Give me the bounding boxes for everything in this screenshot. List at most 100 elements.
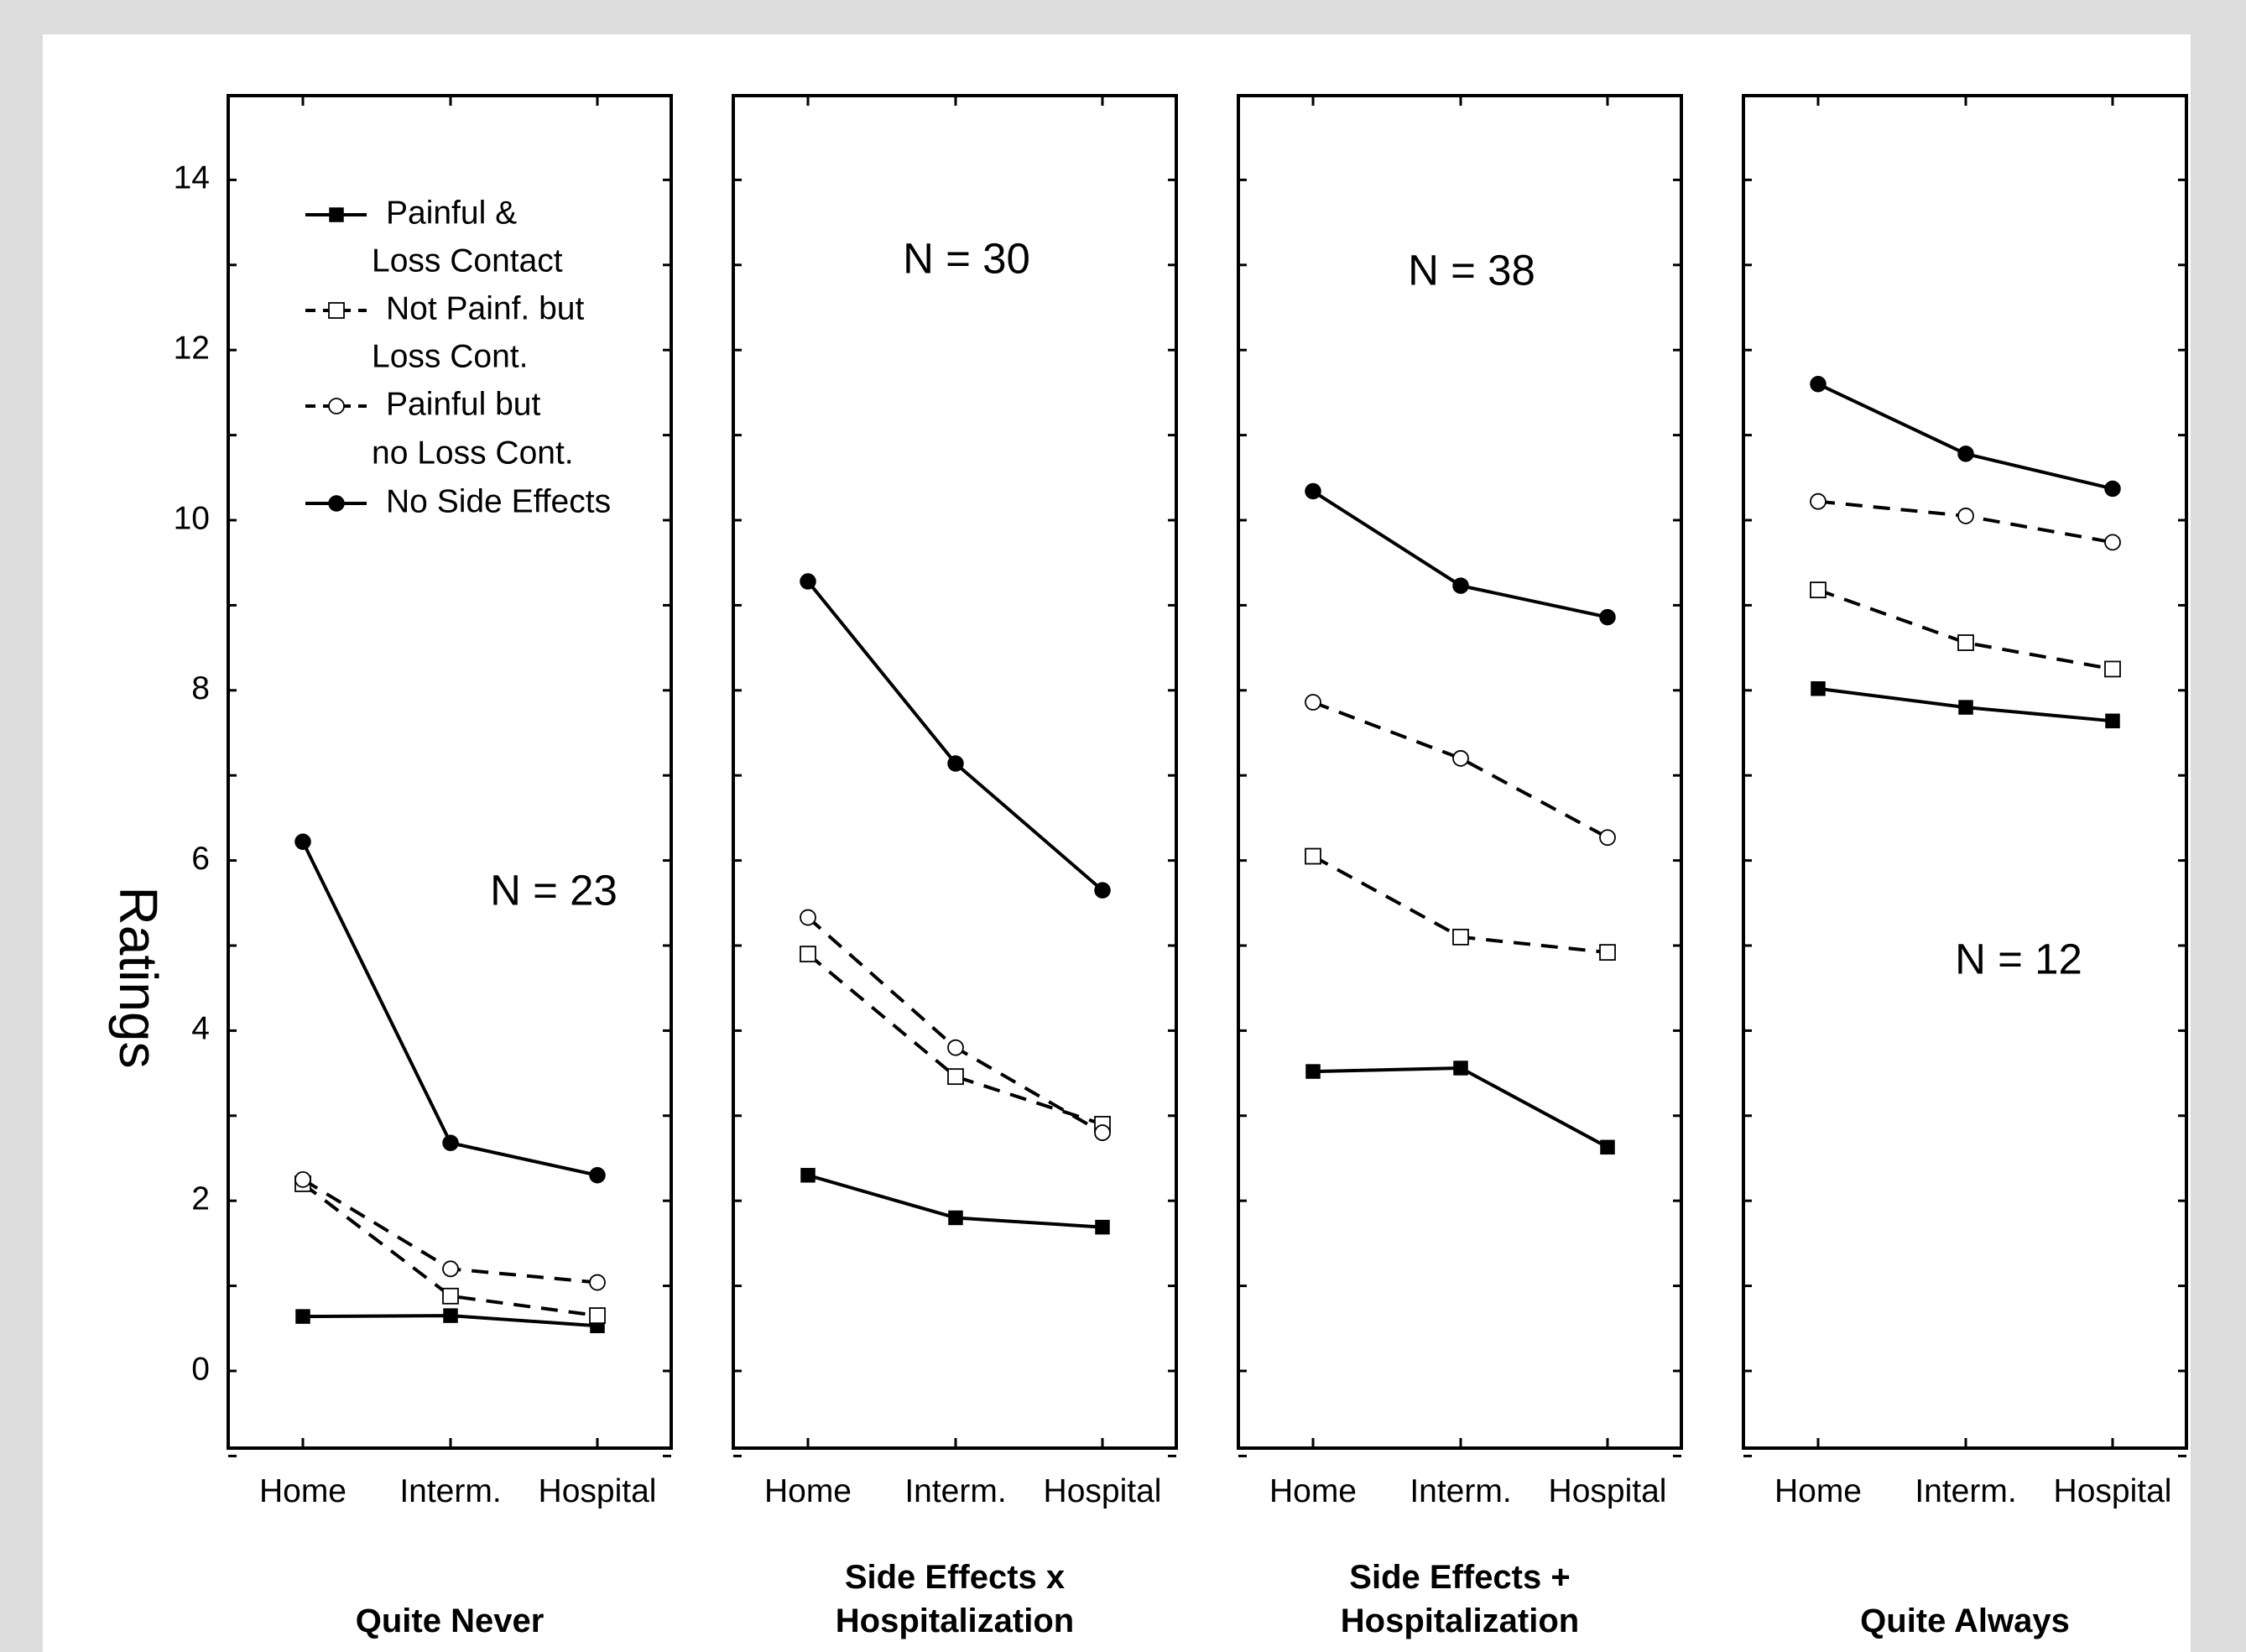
data-point [1958, 700, 1973, 715]
series-line [806, 580, 1104, 892]
data-point [442, 1134, 459, 1151]
data-point [1957, 508, 1974, 524]
legend-label: Loss Contact [372, 242, 563, 279]
series-s1 [295, 1308, 605, 1334]
data-point [948, 1210, 963, 1226]
series-line [806, 916, 1104, 1134]
data-point [2104, 660, 2121, 678]
panel-title: Side Effects x [845, 1559, 1065, 1596]
x-tick-label: Home [764, 1473, 852, 1509]
panel-frame [1237, 94, 1683, 1450]
panel-title: Quite Never [356, 1602, 545, 1639]
data-point [1957, 634, 1974, 651]
data-point [947, 1039, 964, 1056]
y-tick-label: 2 [191, 1180, 210, 1217]
data-point [1452, 577, 1469, 594]
series-s2 [1810, 581, 2121, 678]
series-line [1311, 489, 1608, 619]
data-point [1810, 376, 1827, 393]
data-point [1305, 482, 1321, 500]
legend-label: Loss Cont. [372, 338, 528, 374]
data-point [1599, 829, 1616, 847]
data-point [2105, 713, 2120, 729]
legend-entry-s4: No Side Effects [305, 483, 611, 519]
legend-label: Painful but [386, 386, 540, 422]
series-s4 [1810, 376, 2121, 498]
data-point [1599, 944, 1616, 961]
panel-3: Home Interm. Hospital N = 38 Side Effects + H… [1237, 94, 1683, 1639]
data-point [1094, 882, 1111, 899]
series-s3 [800, 909, 1111, 1141]
data-point [1452, 928, 1469, 946]
data-point [1453, 1061, 1468, 1076]
figure-card [43, 34, 2191, 1652]
x-tick-label: Interm. [1915, 1473, 2016, 1509]
legend-marker [328, 302, 345, 319]
panel-n-label: N = 12 [1955, 935, 2082, 982]
series-s4 [294, 833, 606, 1184]
series-s3 [1305, 694, 1616, 847]
data-point [1094, 1124, 1111, 1141]
x-tick-label: Home [259, 1473, 347, 1509]
data-point [1452, 750, 1469, 767]
data-point [1810, 581, 1827, 599]
x-tick-label: Interm. [399, 1473, 501, 1509]
data-point [589, 1274, 606, 1291]
data-point [800, 946, 816, 963]
series-s2 [1305, 847, 1616, 961]
panel-frame [1742, 94, 2188, 1450]
legend-label: Not Painf. but [386, 290, 584, 326]
data-point [589, 1167, 606, 1184]
data-point [294, 833, 311, 851]
series-line [1817, 382, 2113, 491]
panel-n-label: N = 38 [1408, 246, 1535, 294]
x-tick-label: Hospital [539, 1473, 657, 1509]
series-s1 [1811, 681, 2120, 729]
panel-title: Quite Always [1860, 1602, 2070, 1639]
y-axis-label: Ratings [108, 887, 169, 1069]
data-point [1599, 608, 1616, 626]
data-point [1095, 1219, 1110, 1235]
panel-title: Hospitalization [1341, 1602, 1579, 1639]
data-point [800, 1168, 816, 1183]
x-tick-label: Home [1774, 1473, 1862, 1509]
series-s2 [800, 946, 1111, 1133]
panel-title: Side Effects + [1349, 1559, 1570, 1596]
x-tick-label: Home [1269, 1473, 1357, 1509]
x-tick-label: Hospital [1044, 1473, 1162, 1509]
panel-4: Home Interm. Hospital N = 12 Quite Always [1742, 94, 2188, 1639]
series-line [1312, 701, 1608, 839]
legend-entry-s3: Painful but no Loss Cont. [305, 386, 574, 471]
data-point [2104, 534, 2121, 551]
y-tick-label: 12 [174, 330, 210, 366]
series-s3 [294, 1170, 606, 1291]
data-point [800, 573, 816, 590]
x-tick-label: Hospital [2054, 1473, 2172, 1509]
data-point [1305, 694, 1321, 711]
data-point [1600, 1139, 1615, 1155]
x-tick-label: Interm. [1410, 1473, 1511, 1509]
data-point [442, 1287, 459, 1305]
data-point [947, 755, 964, 772]
legend-marker [328, 495, 345, 512]
data-point [442, 1260, 459, 1278]
data-point [1305, 847, 1321, 865]
legend-entry-s1: Painful & Loss Contact [305, 195, 563, 279]
y-tick-label: 10 [174, 500, 210, 536]
panel-n-label: N = 23 [490, 866, 618, 914]
y-tick-label: 6 [191, 841, 210, 877]
panel-2: Home Interm. Hospital N = 30 Side Effects x H… [732, 94, 1178, 1639]
y-tick-label: 14 [174, 160, 210, 196]
data-point [1810, 492, 1827, 510]
data-point [947, 1068, 964, 1086]
series-s1 [1305, 1061, 1615, 1155]
series-s4 [1305, 482, 1616, 626]
data-point [800, 909, 816, 926]
data-point [1957, 446, 1974, 462]
legend-label: no Loss Cont. [372, 435, 574, 471]
data-point [443, 1308, 458, 1323]
panel-n-label: N = 30 [903, 234, 1030, 282]
series-s2 [294, 1175, 606, 1324]
series-s4 [800, 573, 1111, 899]
data-point [295, 1309, 310, 1324]
